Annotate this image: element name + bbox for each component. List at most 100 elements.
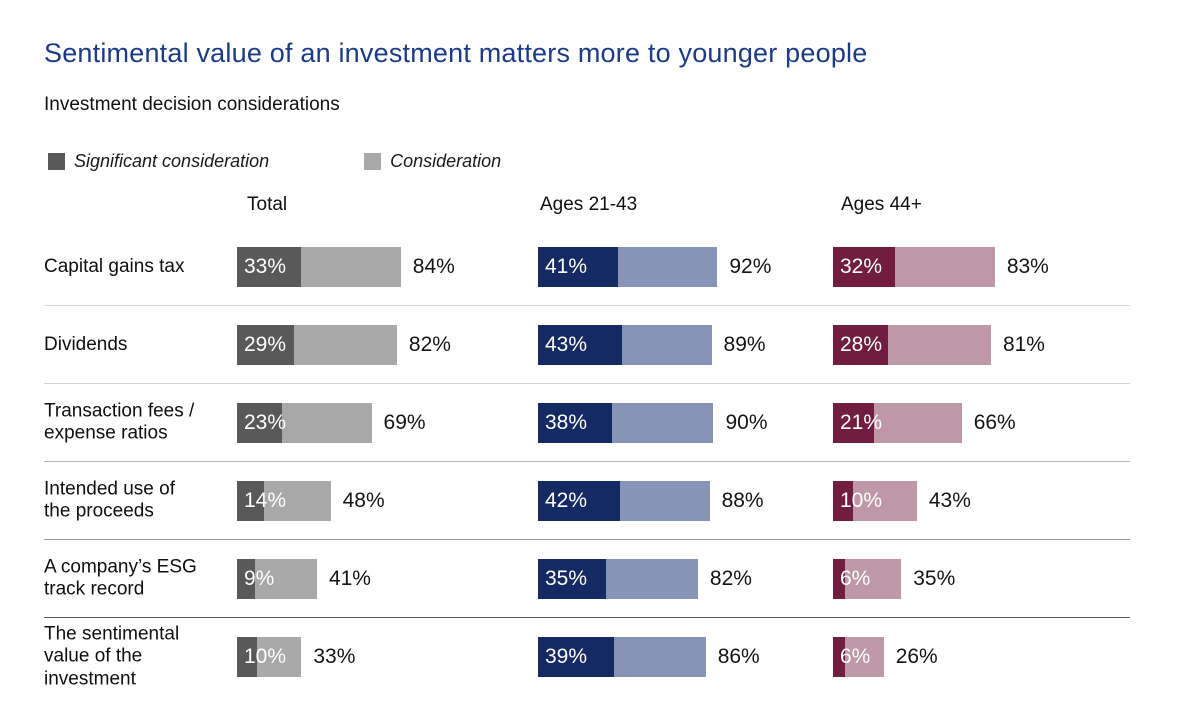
consideration-segment: [619, 481, 710, 521]
consideration-segment: [621, 325, 712, 365]
significant-segment: [237, 559, 255, 599]
bar-group-ages-44: 10% 43%: [833, 462, 971, 540]
stacked-bar: 41%: [538, 247, 718, 287]
stacked-bar: 10%: [833, 481, 917, 521]
significant-value-label: 6%: [840, 645, 871, 668]
total-value-label: 88%: [721, 489, 764, 512]
total-value-label: 81%: [1002, 333, 1045, 356]
column-header-ages-21-43: Ages 21-43: [540, 194, 638, 215]
total-value-label: 66%: [973, 411, 1016, 434]
row-separator: [44, 305, 1130, 306]
total-value-label: 84%: [412, 255, 455, 278]
bar-group-total: 33% 84%: [237, 228, 455, 306]
stacked-bar: 10%: [237, 637, 302, 677]
total-value-label: 43%: [928, 489, 971, 512]
bar-group-ages-44: 21% 66%: [833, 384, 1016, 462]
total-value-label: 82%: [408, 333, 451, 356]
significant-segment: [833, 637, 845, 677]
significant-value-label: 42%: [545, 489, 588, 512]
stacked-bar: 33%: [237, 247, 401, 287]
total-value-label: 48%: [342, 489, 385, 512]
consideration-segment: [293, 325, 397, 365]
significant-segment: [538, 637, 615, 677]
row-separator: [44, 617, 1130, 618]
row-label: Transaction fees / expense ratios: [44, 400, 195, 444]
significant-segment: [237, 481, 265, 521]
row-label: Capital gains tax: [44, 255, 185, 277]
table-row-intended-use-of: Intended use of the proceeds 14% 48% 42% 88%…: [44, 462, 1130, 540]
significant-value-label: 32%: [840, 255, 883, 278]
significant-value-label: 28%: [840, 333, 883, 356]
stacked-bar: 14%: [237, 481, 331, 521]
total-value-label: 92%: [729, 255, 772, 278]
table-row-dividends: Dividends 29% 82% 43% 89% 28% 81%: [44, 306, 1130, 384]
bar-group-ages-44: 6% 26%: [833, 618, 938, 696]
significant-segment: [833, 403, 874, 443]
chart-subtitle: Investment decision considerations: [44, 94, 340, 115]
bar-group-ages-44: 32% 83%: [833, 228, 1049, 306]
significant-segment: [833, 559, 845, 599]
total-value-label: 69%: [383, 411, 426, 434]
bar-group-ages-21-43: 43% 89%: [538, 306, 766, 384]
legend-swatch-icon: [48, 152, 65, 170]
significant-segment: [833, 481, 853, 521]
stacked-bar: 28%: [833, 325, 991, 365]
row-label: A company’s ESG track record: [44, 556, 197, 600]
significant-value-label: 9%: [244, 567, 275, 590]
significant-segment: [833, 325, 888, 365]
total-value-label: 83%: [1006, 255, 1049, 278]
row-label: The sentimental value of the investment: [44, 623, 180, 690]
bar-group-ages-21-43: 42% 88%: [538, 462, 764, 540]
consideration-segment: [301, 247, 401, 287]
bar-group-total: 10% 33%: [237, 618, 355, 696]
significant-segment: [538, 247, 618, 287]
table-row-transaction-fees: Transaction fees / expense ratios 23% 69% 3…: [44, 384, 1130, 462]
legend: Significant consideration Consideration: [48, 150, 1160, 172]
row-separator: [44, 695, 1130, 696]
significant-segment: [538, 403, 613, 443]
legend-label: Consideration: [390, 150, 502, 171]
total-value-label: 82%: [709, 567, 752, 590]
stacked-bar: 6%: [833, 559, 902, 599]
significant-segment: [538, 325, 622, 365]
consideration-segment: [264, 481, 331, 521]
bar-group-ages-44: 6% 35%: [833, 540, 955, 618]
significant-value-label: 38%: [545, 411, 588, 434]
stacked-bar: 35%: [538, 559, 698, 599]
significant-value-label: 43%: [545, 333, 588, 356]
legend-item-significant-consideration: Significant consideration: [48, 151, 269, 172]
stacked-bar: 6%: [833, 637, 884, 677]
column-header-ages-44: Ages 44+: [841, 194, 922, 215]
significant-value-label: 23%: [244, 411, 287, 434]
significant-segment: [237, 247, 302, 287]
consideration-segment: [614, 637, 706, 677]
consideration-segment: [254, 559, 317, 599]
total-value-label: 89%: [723, 333, 766, 356]
consideration-segment: [895, 247, 995, 287]
consideration-segment: [844, 559, 902, 599]
consideration-segment: [887, 325, 991, 365]
stacked-bar: 38%: [538, 403, 714, 443]
stacked-bar: 23%: [237, 403, 372, 443]
significant-value-label: 33%: [244, 255, 287, 278]
significant-value-label: 41%: [545, 255, 588, 278]
stacked-bar: 9%: [237, 559, 317, 599]
bar-group-total: 29% 82%: [237, 306, 451, 384]
consideration-segment: [281, 403, 372, 443]
significant-segment: [237, 637, 257, 677]
significant-value-label: 21%: [840, 411, 883, 434]
table-row-a-company-s-esg: A company’s ESG track record 9% 41% 35% 82% 6…: [44, 540, 1130, 618]
consideration-segment: [606, 559, 698, 599]
significant-value-label: 6%: [840, 567, 871, 590]
chart-rows: Capital gains tax 33% 84% 41% 92% 32% 83% Divid…: [44, 228, 1160, 696]
page-title: Sentimental value of an investment matte…: [44, 38, 868, 68]
total-value-label: 86%: [717, 645, 760, 668]
consideration-segment: [256, 637, 302, 677]
significant-segment: [237, 325, 294, 365]
significant-value-label: 14%: [244, 489, 287, 512]
stacked-bar: 43%: [538, 325, 712, 365]
total-value-label: 41%: [328, 567, 371, 590]
consideration-segment: [852, 481, 917, 521]
bar-group-total: 14% 48%: [237, 462, 385, 540]
total-value-label: 26%: [895, 645, 938, 668]
